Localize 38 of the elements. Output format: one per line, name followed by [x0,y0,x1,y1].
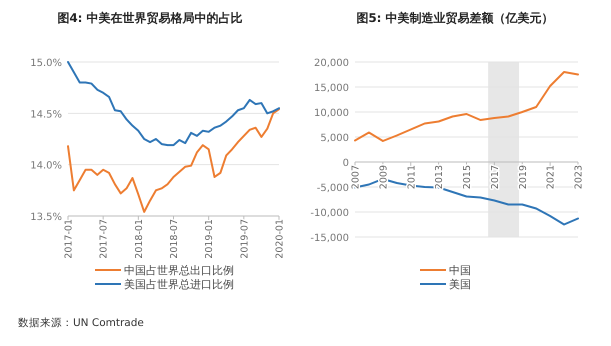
y-tick-label: 14.5% [30,109,62,120]
x-tick-label: 2019 [518,165,529,190]
x-tick-label: 2018-07 [169,219,180,259]
x-tick-label: 2019-07 [239,219,250,259]
x-tick-label: 2009 [378,165,390,190]
y-tick-label: -15,000 [310,233,349,244]
y-tick-label: 10,000 [314,108,349,119]
line-series [67,61,280,146]
y-tick-label: 15,000 [314,83,349,94]
legend-label: 中国占世界总出口比例 [124,264,234,277]
y-tick-label: 14.0% [30,160,62,172]
legend-label: 美国占世界总进口比例 [124,278,234,291]
line-series [67,108,280,213]
x-tick-label: 2011 [406,165,418,190]
x-tick-label: 2017-01 [64,219,74,259]
x-tick-label: 2013 [434,165,446,190]
x-tick-label: 2007 [350,165,362,190]
y-tick-label: 0 [342,158,349,169]
y-tick-label: 13.5% [30,212,62,223]
x-tick-label: 2018-01 [134,219,145,259]
legend-label: 中国 [449,264,471,277]
x-tick-label: 2020-01 [274,219,286,259]
y-tick-label: 5,000 [320,133,349,144]
x-tick-label: 2015 [462,165,473,190]
y-tick-label: -10,000 [310,208,349,219]
x-tick-label: 2017 [490,165,501,190]
line-series [354,71,579,142]
y-tick-label: 15.0% [30,58,62,69]
y-tick-label: 20,000 [314,58,349,69]
chart-title: 图5: 中美制造业贸易差额（亿美元） [356,11,554,25]
x-tick-label: 2019-01 [204,219,216,259]
legend-label: 美国 [449,278,471,291]
x-tick-label: 2023 [574,165,584,190]
x-tick-label: 2021 [546,165,557,190]
chart-title: 图4: 中美在世界贸易格局中的占比 [57,11,243,25]
y-tick-label: -5,000 [316,183,349,194]
x-tick-label: 2017-07 [98,219,110,259]
source-note: 数据来源：UN Comtrade [18,316,144,329]
